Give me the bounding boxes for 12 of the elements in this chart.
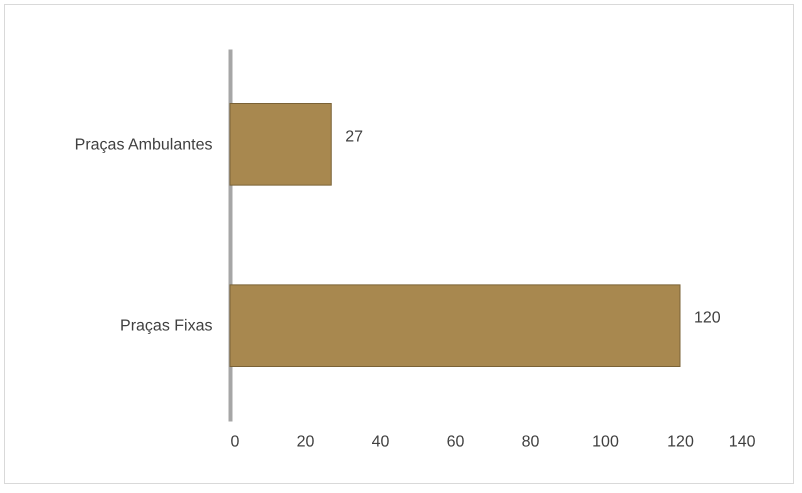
x-tick-label: 80 <box>522 434 540 450</box>
x-tick-label: 60 <box>446 434 464 450</box>
x-tick-label: 100 <box>592 434 619 450</box>
data-label: 27 <box>345 128 364 146</box>
y-tick-label: Praças Ambulantes <box>74 136 212 154</box>
data-label: 120 <box>694 310 721 327</box>
x-tick-label: 120 <box>667 434 694 450</box>
x-tick-label: 140 <box>728 434 756 450</box>
x-tick-label: 40 <box>372 434 390 450</box>
x-tick-label: 20 <box>296 434 314 450</box>
x-tick-label: 0 <box>230 434 240 450</box>
y-tick-label: Praças Fixas <box>120 318 212 335</box>
